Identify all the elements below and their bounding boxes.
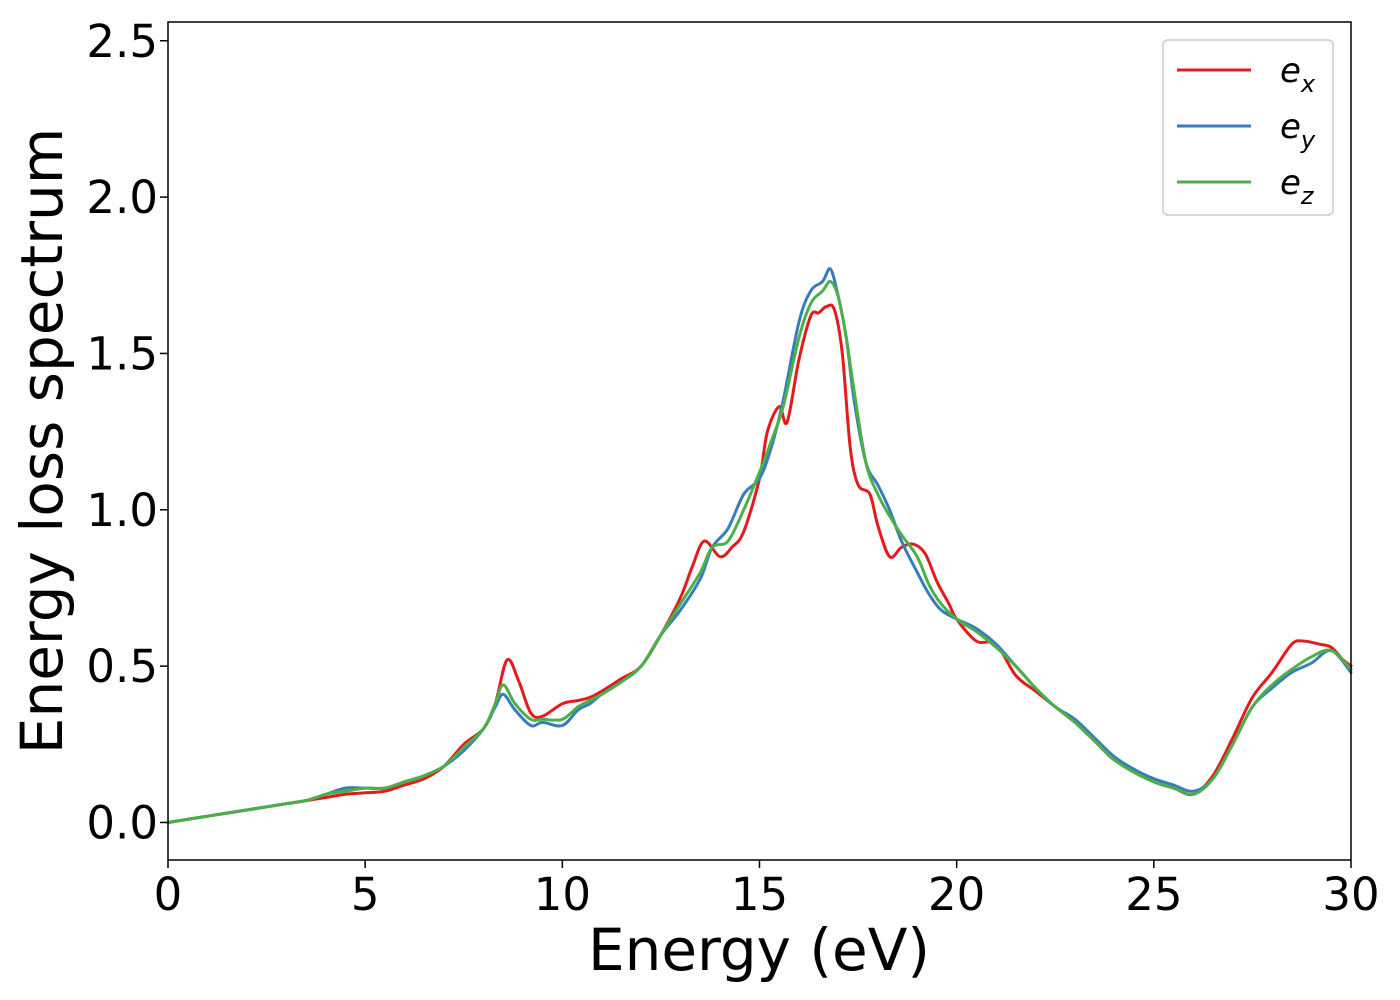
y-tick-label: 1.5	[86, 327, 158, 380]
legend: ex ey ez	[1162, 39, 1334, 216]
series-line-z	[166, 279, 1353, 824]
x-tick-label: 15	[731, 868, 788, 921]
x-tick-label: 25	[1125, 868, 1182, 921]
x-tick-label: 5	[351, 868, 380, 921]
legend-label-x: ex	[1280, 51, 1316, 98]
x-tick-label: 0	[154, 868, 183, 921]
x-tick-label: 30	[1322, 868, 1379, 921]
legend-label-z: ez	[1280, 163, 1315, 210]
y-axis-label: Energy loss spectrum	[8, 128, 76, 754]
y-ticks: 0.0 0.5 1.0 1.5 2.0 2.5	[86, 15, 168, 849]
x-tick-label: 20	[928, 868, 985, 921]
plot-frame	[167, 21, 1352, 861]
x-axis-label: Energy (eV)	[588, 916, 930, 984]
y-tick-label: 2.5	[86, 15, 158, 68]
y-tick-label: 1.0	[86, 484, 158, 537]
y-tick-label: 0.0	[86, 796, 158, 849]
x-tick-label: 10	[534, 868, 591, 921]
y-tick-label: 2.0	[86, 171, 158, 224]
series-layer	[166, 267, 1353, 824]
x-ticks: 0 5 10 15 20 25 30	[154, 860, 1380, 921]
legend-items: ex ey ez	[1177, 51, 1316, 210]
legend-label-y: ey	[1280, 107, 1316, 154]
y-tick-label: 0.5	[86, 640, 158, 693]
plot-area	[168, 22, 1351, 860]
